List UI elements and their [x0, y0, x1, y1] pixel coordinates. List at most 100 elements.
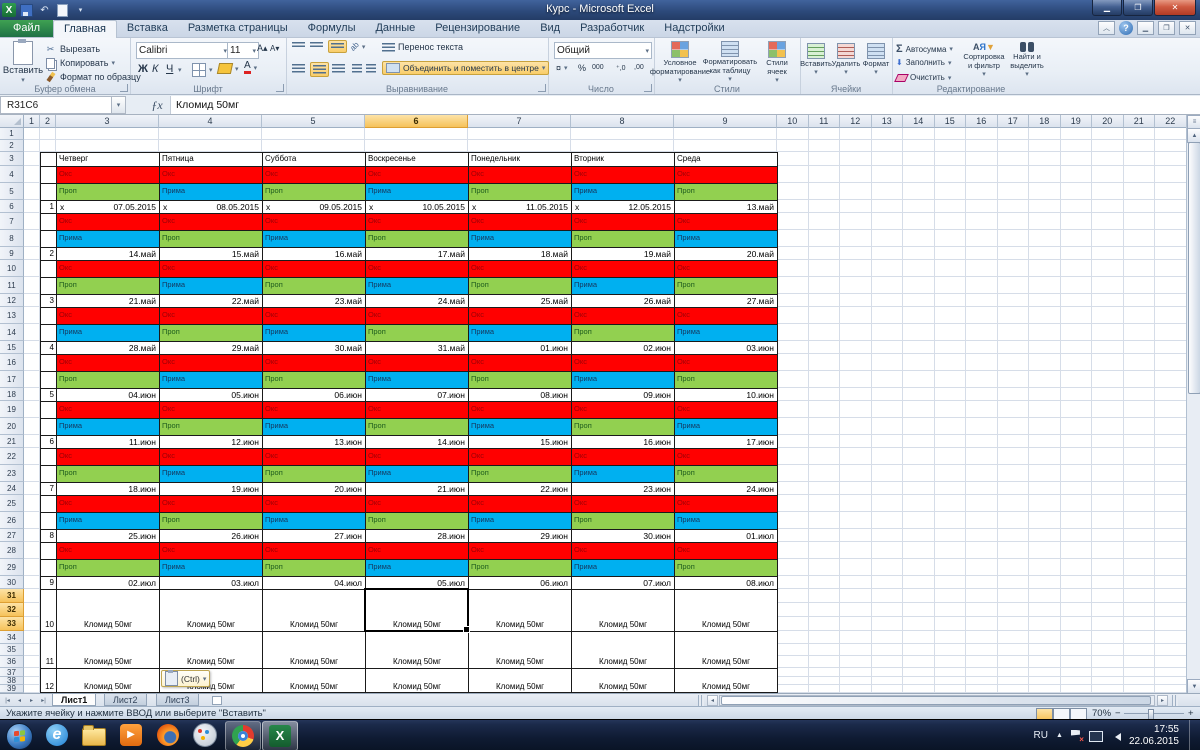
date-cell[interactable]: 17.июн [674, 435, 777, 448]
merge-center-button[interactable]: Объединить и поместить в центре ▾ [382, 61, 550, 75]
week-number-cell[interactable]: 8 [40, 529, 56, 542]
row-header-19[interactable]: 19 [0, 401, 24, 418]
week-side-cell[interactable] [40, 448, 56, 465]
save-icon[interactable] [19, 3, 34, 18]
row-header-9[interactable]: 9 [0, 247, 24, 260]
row-header-33[interactable]: 33 [0, 617, 24, 631]
qat-customize-icon[interactable]: ▾ [78, 7, 83, 14]
date-cell[interactable]: 21.июн [365, 482, 468, 495]
sheet-tab-лист1[interactable]: Лист1 [52, 694, 97, 706]
drug-cell[interactable]: Проп [56, 465, 159, 482]
drug-cell[interactable]: Прима [262, 418, 365, 435]
red-drug-cell[interactable]: Окс [571, 542, 674, 559]
drug-cell[interactable]: Прима [262, 324, 365, 341]
column-header-8[interactable]: 8 [571, 115, 674, 128]
row-header-15[interactable]: 15 [0, 341, 24, 354]
vscroll-down-icon[interactable]: ▼ [1187, 679, 1200, 694]
ribbon-tab-разработчик[interactable]: Разработчик [580, 22, 645, 34]
format-cells-button[interactable]: Формат ▾ [861, 43, 891, 76]
row-header-14[interactable]: 14 [0, 324, 24, 341]
week-number-cell[interactable]: 6 [40, 435, 56, 448]
font-dialog-launcher[interactable] [276, 84, 284, 92]
row-header-27[interactable]: 27 [0, 529, 24, 542]
clomid-cell[interactable]: Кломид 50мг [468, 631, 571, 668]
drug-cell[interactable]: Проп [262, 371, 365, 388]
date-cell[interactable]: 17.май [365, 247, 468, 260]
drug-cell[interactable]: Проп [571, 230, 674, 247]
borders-button[interactable]: ▾ [192, 63, 213, 77]
paste-options-button[interactable]: (Ctrl) ▾ [161, 670, 211, 687]
clomid-cell[interactable]: Кломид 50мг [365, 631, 468, 668]
pct-week-number-cell[interactable]: 10 [40, 589, 56, 631]
sheet-nav-first-icon[interactable]: |◂ [5, 698, 10, 704]
red-drug-cell[interactable]: Окс [262, 213, 365, 230]
zoom-in-icon[interactable]: + [1188, 708, 1194, 719]
taskbar-clock[interactable]: 17:55 22.06.2015 [1129, 724, 1179, 748]
week-number-cell[interactable]: 3 [40, 294, 56, 307]
clomid-cell[interactable]: Кломид 50мг [262, 589, 365, 631]
row-header-24[interactable]: 24 [0, 482, 24, 495]
drug-cell[interactable]: Проп [159, 324, 262, 341]
ribbon-tab-вставка[interactable]: Вставка [126, 22, 168, 34]
comma-style-button[interactable]: 000 [592, 64, 604, 71]
drug-cell[interactable]: Проп [468, 465, 571, 482]
column-header-14[interactable]: 14 [903, 115, 935, 128]
drug-cell[interactable]: Прима [468, 512, 571, 529]
start-button[interactable] [6, 723, 33, 750]
date-cell[interactable]: 29.июн [468, 529, 571, 542]
date-cell[interactable]: 04.июл [262, 576, 365, 589]
drug-cell[interactable]: Прима [468, 230, 571, 247]
taskbar-app-chrome[interactable] [225, 721, 261, 750]
drug-cell[interactable]: Проп [159, 418, 262, 435]
sheet-nav-next-icon[interactable]: ▸ [29, 698, 33, 704]
hscroll-left-icon[interactable]: ◂ [707, 695, 718, 706]
date-cell[interactable]: 16.июн [571, 435, 674, 448]
drug-cell[interactable]: Прима [56, 512, 159, 529]
column-header-21[interactable]: 21 [1123, 115, 1155, 128]
ribbon-tab-формулы[interactable]: Формулы [307, 22, 356, 34]
row-header-32[interactable]: 32 [0, 603, 24, 617]
red-drug-cell[interactable]: Окс [159, 260, 262, 277]
red-drug-cell[interactable]: Окс [674, 166, 777, 183]
date-cell[interactable]: 14.май [56, 247, 159, 260]
row-header-12[interactable]: 12 [0, 294, 24, 307]
zoom-out-icon[interactable]: − [1115, 708, 1121, 719]
date-cell[interactable]: 28.июн [365, 529, 468, 542]
row-header-38[interactable]: 38 [0, 677, 24, 685]
day-header-cell[interactable]: Суббота [262, 152, 365, 166]
date-cell[interactable]: 08.июл [674, 576, 777, 589]
tab-split-handle[interactable] [698, 695, 704, 706]
align-right-button[interactable] [332, 64, 345, 73]
date-cell[interactable]: 25.май [468, 294, 571, 307]
week-number-cell[interactable]: 4 [40, 341, 56, 354]
ribbon-tab-рецензирование[interactable]: Рецензирование [435, 22, 521, 34]
date-cell[interactable]: 21.май [56, 294, 159, 307]
week-number-cell[interactable]: 7 [40, 482, 56, 495]
week-side-cell[interactable] [40, 418, 56, 435]
accounting-format-button[interactable]: ¤ ▾ [556, 63, 568, 73]
sheet-nav-prev-icon[interactable]: ◂ [17, 698, 21, 704]
drug-cell[interactable]: Прима [571, 465, 674, 482]
show-desktop-button[interactable] [1189, 720, 1196, 750]
align-middle-button[interactable] [310, 42, 323, 49]
sheet-nav-last-icon[interactable]: ▸| [41, 698, 46, 704]
sheet-tab-лист3[interactable]: Лист3 [156, 694, 199, 706]
date-cell[interactable]: 10.05.2015 x [365, 200, 468, 213]
red-drug-cell[interactable]: Окс [159, 542, 262, 559]
red-drug-cell[interactable]: Окс [262, 354, 365, 371]
doc-minimize-button[interactable]: ▁ [1137, 21, 1154, 35]
date-cell[interactable]: 23.май [262, 294, 365, 307]
red-drug-cell[interactable]: Окс [262, 542, 365, 559]
row-header-18[interactable]: 18 [0, 388, 24, 401]
drug-cell[interactable]: Проп [571, 512, 674, 529]
column-header-11[interactable]: 11 [808, 115, 840, 128]
italic-button[interactable]: К [152, 63, 159, 75]
date-cell[interactable]: 26.июн [159, 529, 262, 542]
column-header-5[interactable]: 5 [262, 115, 365, 128]
red-drug-cell[interactable]: Окс [365, 260, 468, 277]
collapse-ribbon-icon[interactable]: ︿ [1098, 21, 1115, 35]
drug-cell[interactable]: Проп [262, 465, 365, 482]
clomid-cell[interactable]: Кломид 50мг [159, 631, 262, 668]
minimize-button[interactable]: ▁ [1092, 0, 1122, 16]
row-header-21[interactable]: 21 [0, 435, 24, 448]
